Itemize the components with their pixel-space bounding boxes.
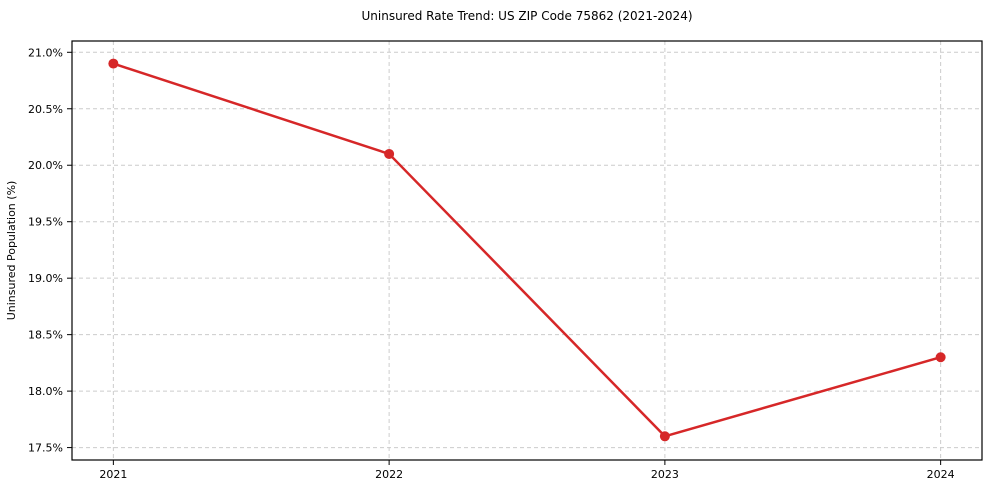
x-tick-label: 2024 [927,468,955,481]
y-tick-label: 20.5% [28,103,63,116]
data-point-marker [108,58,119,69]
y-tick-label: 18.0% [28,385,63,398]
y-axis-label: Uninsured Population (%) [5,181,18,321]
y-tick-label: 21.0% [28,46,63,59]
trend-line [112,62,942,438]
chart-title: Uninsured Rate Trend: US ZIP Code 75862 … [361,9,693,23]
y-tick-label: 18.5% [28,329,63,342]
x-tick-label: 2022 [375,468,403,481]
x-tick-label: 2021 [99,468,127,481]
data-point-marker [384,148,395,159]
y-tick-label: 17.5% [28,442,63,455]
x-tick-label: 2023 [651,468,679,481]
data-point-marker [659,431,670,442]
y-tick-label: 20.0% [28,159,63,172]
data-point-marker [935,352,946,363]
y-tick-label: 19.0% [28,272,63,285]
y-tick-label: 19.5% [28,216,63,229]
plot-frame [71,40,983,461]
